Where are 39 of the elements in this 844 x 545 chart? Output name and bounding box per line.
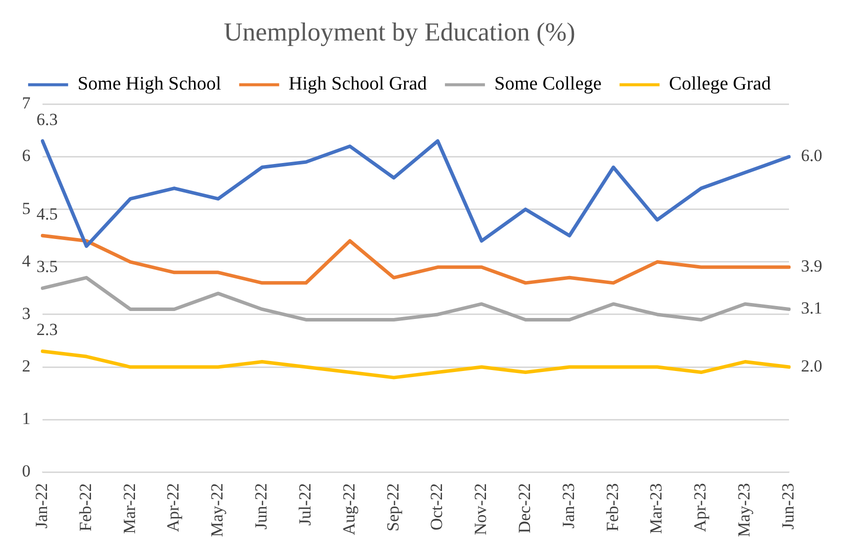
data-label: 6.3	[36, 110, 58, 129]
data-label: 3.1	[801, 298, 822, 318]
data-label: 2.0	[801, 356, 822, 376]
x-tick-label: Sep-22	[383, 483, 402, 532]
x-tick-label: Mar-23	[646, 483, 666, 534]
x-tick-label: Apr-22	[164, 483, 183, 532]
x-tick-label: Oct-22	[427, 483, 446, 530]
data-label: 3.5	[36, 257, 58, 276]
y-tick-label: 3	[22, 304, 30, 323]
x-tick-label: May-23	[734, 483, 754, 538]
x-tick-label: Dec-22	[515, 483, 534, 534]
x-tick-label: Aug-22	[339, 483, 358, 536]
legend-label: Some High School	[78, 74, 222, 95]
y-tick-label: 1	[22, 409, 30, 428]
x-tick-label: Jan-22	[32, 483, 51, 529]
x-tick-label: Nov-22	[471, 483, 490, 536]
y-tick-label: 5	[22, 198, 30, 218]
chart-title: Unemployment by Education (%)	[224, 17, 576, 46]
x-tick-label: Apr-23	[690, 483, 710, 532]
y-tick-label: 4	[22, 251, 31, 270]
x-tick-label: Feb-22	[76, 483, 95, 532]
x-tick-label: May-22	[208, 483, 227, 538]
x-tick-label: Jun-23	[778, 483, 798, 530]
y-tick-label: 0	[22, 462, 30, 481]
legend-label: Some College	[494, 74, 602, 95]
data-label: 2.3	[36, 320, 58, 340]
x-tick-label: Mar-22	[120, 483, 139, 534]
x-tick-label: Feb-23	[602, 483, 622, 532]
x-tick-label: Jun-22	[252, 483, 271, 530]
data-label: 6.0	[801, 146, 822, 166]
x-tick-label: Jan-23	[558, 483, 578, 529]
data-label: 4.5	[36, 204, 58, 224]
x-tick-label: Jul-22	[295, 483, 314, 526]
y-tick-label: 2	[22, 356, 30, 376]
data-label: 3.9	[801, 256, 822, 276]
y-tick-label: 7	[22, 94, 31, 113]
legend-label: High School Grad	[288, 74, 428, 95]
y-tick-label: 6	[22, 146, 30, 166]
legend-label: College Grad	[669, 74, 772, 95]
